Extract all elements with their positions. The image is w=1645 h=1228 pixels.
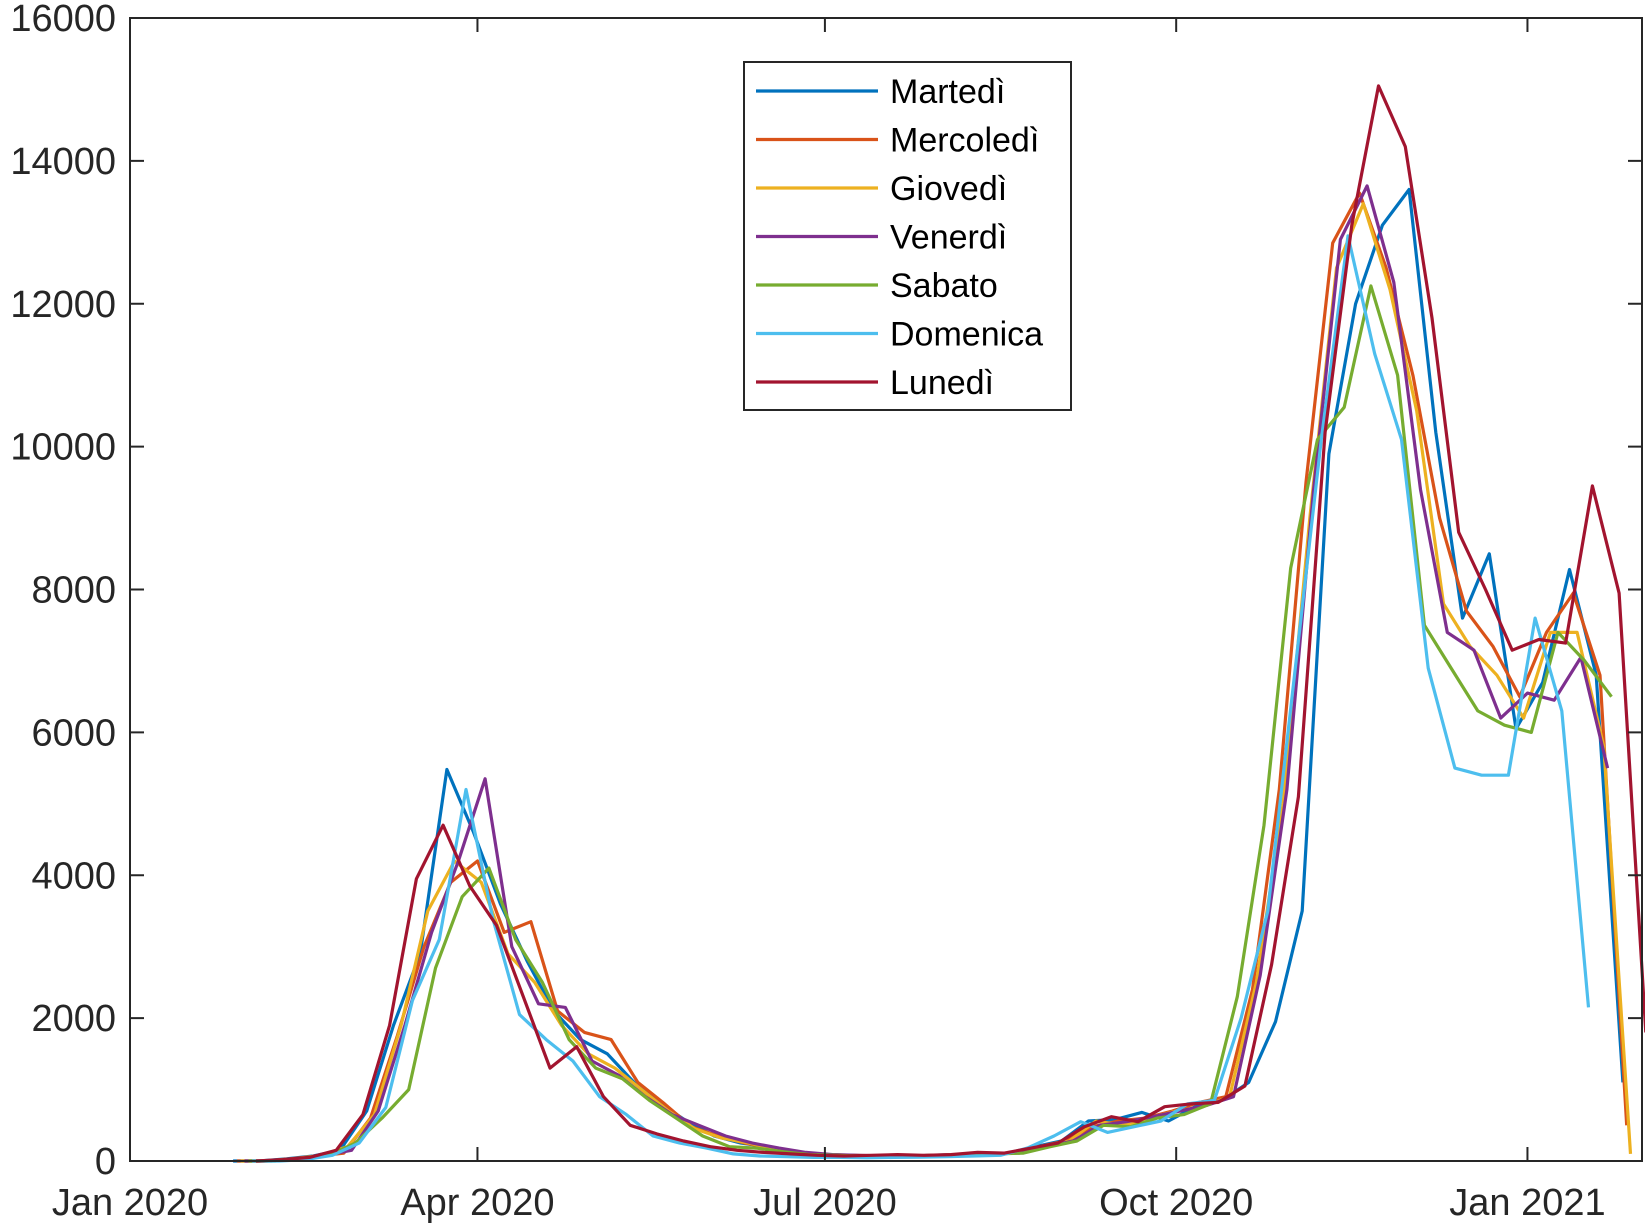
y-tick-label: 6000: [31, 712, 116, 754]
y-tick-label: 16000: [10, 0, 116, 40]
y-tick-label: 12000: [10, 284, 116, 326]
legend-label: Martedì: [890, 73, 1005, 111]
series-line-5: [252, 234, 1591, 1163]
legend-label: Sabato: [890, 267, 998, 305]
legend: Martedì Mercoledì Giovedì Venerdì Sabato Dome…: [743, 61, 1072, 411]
x-tick-label: Jan 2021: [1449, 1182, 1605, 1224]
legend-label: Lunedì: [890, 364, 994, 402]
x-tick-label: Apr 2020: [400, 1182, 554, 1224]
legend-items: Martedì Mercoledì Giovedì Venerdì Sabato Dome…: [756, 73, 1043, 402]
y-tick-label: 8000: [31, 570, 116, 612]
y-tick-label: 0: [95, 1141, 116, 1183]
legend-label: Mercoledì: [890, 122, 1039, 160]
legend-label: Domenica: [890, 316, 1043, 354]
x-tick-label: Jan 2020: [52, 1182, 208, 1224]
y-tick-label: 4000: [31, 855, 116, 897]
legend-label: Venerdì: [890, 219, 1007, 257]
y-tick-label: 2000: [31, 998, 116, 1040]
axis-layer: 0 2000 4000 6000 8000 10000 12000 14000 16000 Jan…: [10, 0, 1642, 1224]
legend-label: Giovedì: [890, 170, 1007, 208]
series-layer: [233, 84, 1645, 1163]
x-tick-label: Jul 2020: [753, 1182, 897, 1224]
y-tick-label: 14000: [10, 141, 116, 183]
x-tick-label: Oct 2020: [1099, 1182, 1253, 1224]
y-tick-label: 10000: [10, 427, 116, 469]
series-line-6: [255, 84, 1645, 1163]
